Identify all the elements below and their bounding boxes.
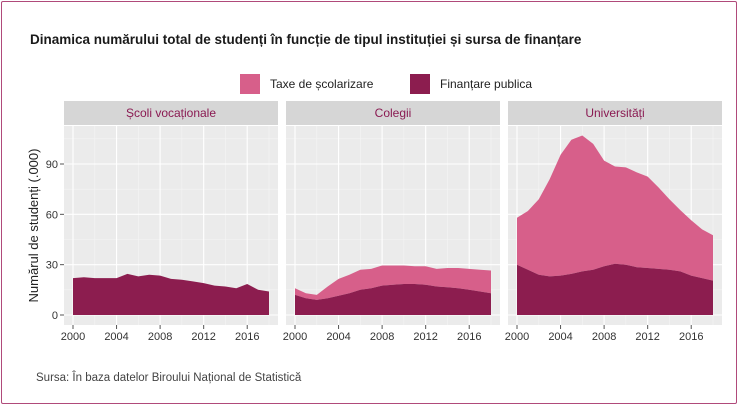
y-tick-label: 30 <box>46 260 58 272</box>
x-tick-label: 2008 <box>148 331 172 343</box>
chart-title: Dinamica numărului total de studenți în … <box>30 32 582 47</box>
panel-strip-label: Universități <box>585 106 644 120</box>
x-tick-label: 2012 <box>413 331 437 343</box>
legend-swatch-public <box>410 74 430 94</box>
area-series-public <box>295 284 491 315</box>
x-tick-label: 2008 <box>370 331 394 343</box>
chart-legend: Taxe de școlarizare Finanțare publica <box>0 74 740 98</box>
x-tick-label: 2004 <box>104 331 128 343</box>
x-tick-label: 2016 <box>679 331 703 343</box>
panel-strip <box>508 101 722 125</box>
x-tick-label: 2004 <box>326 331 350 343</box>
panel-strip-label: Școli vocaționale <box>126 106 216 120</box>
x-tick-label: 2000 <box>61 331 85 343</box>
x-tick-label: 2008 <box>592 331 616 343</box>
area-series-paid <box>295 265 491 300</box>
area-series-public <box>73 273 269 315</box>
legend-label-public: Finanțare publica <box>440 77 533 91</box>
x-tick-label: 2016 <box>457 331 481 343</box>
x-tick-label: 2000 <box>505 331 529 343</box>
legend-label-paid: Taxe de școlarizare <box>270 77 374 91</box>
source-note: Sursa: În baza datelor Biroului Național… <box>36 372 302 384</box>
x-tick-label: 2016 <box>235 331 259 343</box>
x-tick-label: 2004 <box>548 331 572 343</box>
x-tick-label: 2012 <box>635 331 659 343</box>
area-series-paid <box>517 135 713 281</box>
panel-strip <box>286 101 500 125</box>
legend-swatch-paid <box>240 74 260 94</box>
panel-strip <box>64 101 278 125</box>
y-tick-label: 60 <box>46 209 58 221</box>
y-axis-title: Numărul de studenți (.000) <box>26 149 41 303</box>
y-tick-label: 0 <box>52 310 58 322</box>
panel-strip-label: Colegii <box>375 106 412 120</box>
x-tick-label: 2012 <box>191 331 215 343</box>
legend-item-public: Finanțare publica <box>410 74 532 94</box>
area-series-public <box>517 263 713 315</box>
x-tick-label: 2000 <box>283 331 307 343</box>
y-tick-label: 90 <box>46 159 58 171</box>
legend-item-paid: Taxe de școlarizare <box>240 74 373 94</box>
